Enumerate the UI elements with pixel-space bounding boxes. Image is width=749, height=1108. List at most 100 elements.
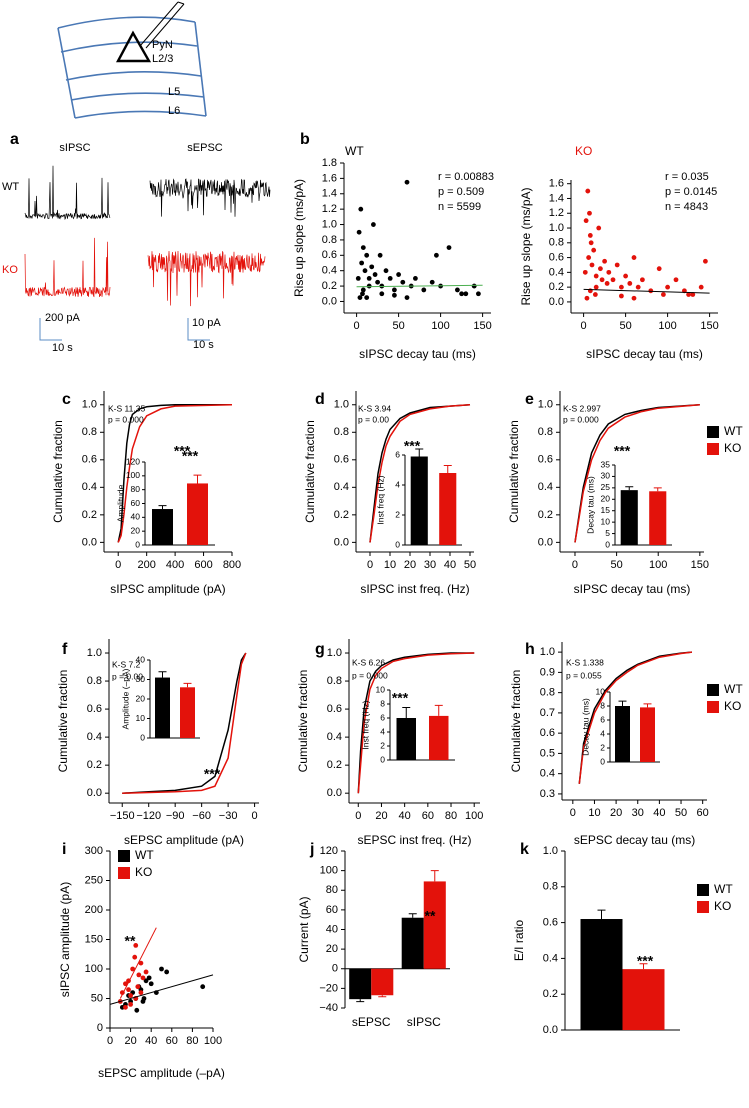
y-tick-label: 0.4 bbox=[327, 731, 342, 743]
legend-label: KO bbox=[135, 865, 152, 879]
inset-bar bbox=[649, 491, 667, 545]
point bbox=[610, 277, 616, 283]
inset-tick-label: 30 bbox=[601, 471, 611, 481]
y-tick-label: 0.6 bbox=[334, 454, 349, 466]
y-tick-label: 120 bbox=[320, 845, 338, 857]
y-tick-label: 0.6 bbox=[549, 251, 564, 263]
cdf-line bbox=[117, 404, 233, 543]
point bbox=[640, 277, 645, 283]
inset-tick-label: 0 bbox=[135, 539, 140, 549]
panel-letter: e bbox=[525, 391, 534, 408]
layer-line bbox=[60, 41, 198, 53]
annotation: ** bbox=[125, 933, 136, 949]
point bbox=[135, 984, 141, 990]
error-bar bbox=[402, 707, 411, 718]
layer-line bbox=[70, 92, 205, 101]
point bbox=[587, 210, 592, 216]
y-axis-label: sIPSC amplitude (pA) bbox=[58, 882, 72, 997]
annotation: K-S 1.338 bbox=[566, 657, 604, 667]
cdf-line bbox=[357, 652, 475, 794]
annotation: K-S 11.35 bbox=[108, 403, 145, 413]
y-tick-label: 1.0 bbox=[540, 646, 555, 658]
inset-bar bbox=[640, 707, 655, 762]
point bbox=[429, 279, 435, 285]
trace bbox=[24, 165, 111, 221]
y-tick-label: 0.2 bbox=[322, 280, 337, 292]
panel-letter: k bbox=[520, 841, 529, 858]
y-tick-label: 1.0 bbox=[322, 218, 337, 230]
y-tick-label: 0.6 bbox=[540, 727, 555, 739]
y-tick-label: 1.2 bbox=[322, 203, 337, 215]
legend-label: KO bbox=[724, 699, 741, 713]
inset-tick-label: 10 bbox=[601, 516, 611, 526]
point bbox=[371, 222, 376, 227]
legend-label: WT bbox=[714, 882, 733, 896]
annotation: p = 0.00 bbox=[358, 414, 389, 424]
inset-ylabel: Decay tau (ms) bbox=[580, 698, 590, 756]
point bbox=[703, 258, 708, 264]
point bbox=[362, 268, 368, 274]
inset-bar bbox=[155, 677, 170, 738]
inset-tick-label: 4 bbox=[395, 479, 400, 489]
bar bbox=[371, 968, 394, 996]
y-tick-label: 0.8 bbox=[549, 237, 564, 249]
inset-tick-label: 20 bbox=[601, 494, 611, 504]
panel-letter: d bbox=[315, 391, 325, 408]
annotation: p = 0.00 bbox=[112, 671, 143, 681]
bar bbox=[349, 968, 372, 1000]
x-tick-label: 80 bbox=[445, 810, 457, 822]
error-bar bbox=[378, 995, 387, 998]
trend-line bbox=[356, 284, 483, 288]
y-tick-label: 0.0 bbox=[322, 295, 337, 307]
neuron-icon bbox=[115, 30, 152, 63]
annotation: *** bbox=[174, 443, 191, 459]
y-axis-label: Current (pA) bbox=[297, 896, 311, 962]
annotation: n = 4843 bbox=[665, 201, 708, 213]
x-tick-label: −30 bbox=[219, 810, 238, 822]
point bbox=[356, 229, 362, 235]
row-label: KO bbox=[2, 264, 18, 276]
point bbox=[141, 996, 147, 1001]
y-axis-label: Cumulative fraction bbox=[296, 670, 310, 773]
error-bar bbox=[408, 913, 417, 918]
x-tick-label: 200 bbox=[137, 559, 155, 571]
x-axis-label: sEPSC inst freq. (Hz) bbox=[357, 833, 471, 847]
x-tick-label: 400 bbox=[166, 559, 184, 571]
point bbox=[126, 987, 131, 993]
y-tick-label: 0.4 bbox=[540, 768, 555, 780]
x-tick-label: 10 bbox=[384, 559, 396, 571]
legend-swatch bbox=[118, 850, 130, 862]
y-tick-label: 0.0 bbox=[538, 536, 553, 548]
layer-edge bbox=[194, 21, 207, 117]
point bbox=[387, 275, 393, 281]
point bbox=[364, 295, 370, 301]
point bbox=[357, 295, 363, 301]
y-tick-label: 0.0 bbox=[543, 1024, 558, 1036]
y-tick-label: 1.6 bbox=[549, 178, 564, 190]
legend-swatch bbox=[118, 867, 130, 879]
annotation: K-S 2.997 bbox=[563, 403, 601, 413]
x-axis-label: sEPSC amplitude (pA) bbox=[124, 833, 244, 847]
point bbox=[133, 943, 139, 948]
y-tick-label: 1.0 bbox=[549, 222, 564, 234]
bar bbox=[580, 919, 623, 1030]
point bbox=[200, 984, 206, 990]
point bbox=[585, 188, 591, 194]
x-tick-label: 150 bbox=[700, 320, 718, 332]
inset-tick-label: 100 bbox=[126, 470, 140, 480]
y-tick-label: 0.2 bbox=[549, 281, 564, 293]
x-tick-label: 0 bbox=[354, 320, 360, 332]
x-tick-label: 50 bbox=[675, 807, 687, 819]
x-tick-label: 60 bbox=[166, 1035, 178, 1047]
inset-tick-label: 10 bbox=[136, 713, 146, 723]
y-tick-label: 100 bbox=[320, 865, 338, 877]
y-tick-label: 0.6 bbox=[82, 454, 97, 466]
point bbox=[591, 247, 597, 253]
row-label: WT bbox=[2, 181, 19, 193]
legend-label: WT bbox=[724, 424, 743, 438]
y-tick-label: 0.0 bbox=[549, 296, 564, 308]
y-tick-label: 0.8 bbox=[322, 234, 337, 246]
y-tick-label: 1.4 bbox=[322, 188, 337, 200]
y-tick-label: 150 bbox=[85, 933, 103, 945]
